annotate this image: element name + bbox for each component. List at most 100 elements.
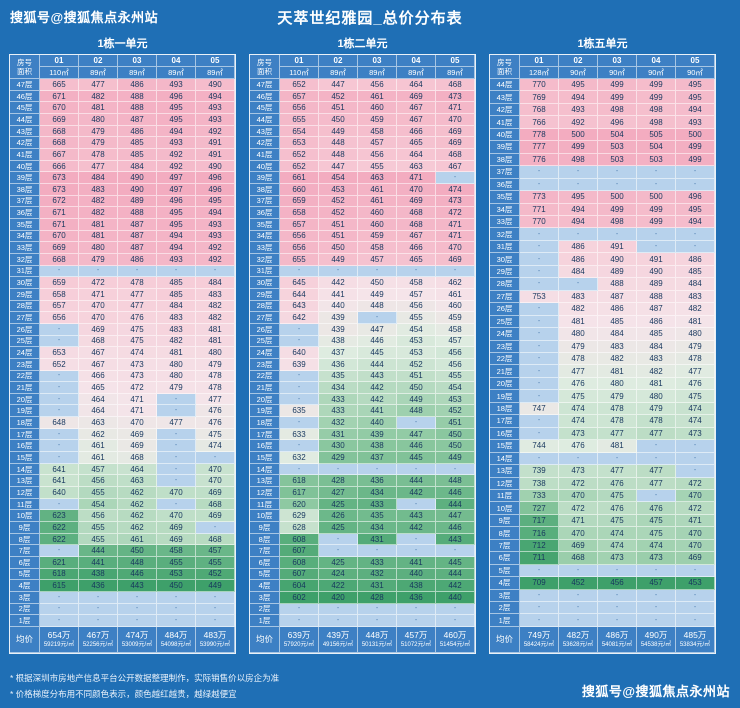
average-unit-price: 58424元/㎡ <box>523 641 555 648</box>
price-cell: 496 <box>598 116 637 129</box>
floor-row: 29层 644 441 449 457 461 <box>250 288 475 301</box>
price-cell: - <box>157 475 196 488</box>
price-cell: 480 <box>157 358 196 371</box>
price-cell: - <box>40 615 79 627</box>
floor-row: 43层 668 479 486 494 492 <box>10 125 235 138</box>
floor-label: 44层 <box>250 114 280 126</box>
price-cell: 462 <box>118 487 157 499</box>
floor-label: 7层 <box>10 545 40 557</box>
floor-label: 13层 <box>490 465 520 478</box>
price-cell: 453 <box>676 577 715 590</box>
room-number-header: 03 <box>598 55 637 67</box>
price-cell: 733 <box>520 489 559 503</box>
average-total-price: 654万 <box>47 629 71 640</box>
floor-label: 16层 <box>10 440 40 453</box>
corner-header: 房号 面积 <box>490 55 520 79</box>
price-cell: 476 <box>598 477 637 490</box>
floor-label: 7层 <box>490 539 520 553</box>
floor-row: 34层 656 451 459 467 471 <box>250 230 475 243</box>
price-cell: 617 <box>280 487 319 499</box>
price-cell: - <box>520 328 559 341</box>
price-cell: 451 <box>436 417 475 429</box>
price-cell: 464 <box>397 79 436 91</box>
price-cell: - <box>676 602 715 615</box>
area-label: 面积 <box>17 66 32 76</box>
floor-row: 45层 656 451 460 467 471 <box>250 102 475 115</box>
price-cell: 447 <box>358 323 397 336</box>
floor-label: 45层 <box>10 102 40 115</box>
floor-label: 11层 <box>490 489 520 503</box>
price-cell: 494 <box>157 230 196 243</box>
price-cell: 607 <box>280 545 319 557</box>
price-cell: 491 <box>196 149 235 161</box>
price-cell: 462 <box>436 277 475 289</box>
price-cell: 470 <box>79 300 118 313</box>
floor-label: 40层 <box>10 160 40 173</box>
floor-row: 2层 - - - - - <box>250 603 475 616</box>
price-cell: 488 <box>598 278 637 291</box>
floor-row: 3层 602 420 428 436 440 <box>250 591 475 604</box>
price-cell: 477 <box>598 427 637 441</box>
floor-row: 14层 641 457 464-470 <box>10 463 235 476</box>
price-cell: 476 <box>196 417 235 429</box>
floor-label: 38层 <box>250 184 280 196</box>
price-cell: 488 <box>637 290 676 304</box>
price-cell: - <box>118 615 157 627</box>
price-cell: 652 <box>280 149 319 161</box>
price-cell: 481 <box>676 315 715 329</box>
area-row: 110㎡ 89㎡ 89㎡ 89㎡ 89㎡ <box>40 67 235 80</box>
floor-row: 39层 661 454 463 471- <box>250 172 475 184</box>
price-cell: 461 <box>358 195 397 208</box>
price-cell: 484 <box>157 300 196 313</box>
price-cell: 499 <box>637 215 676 229</box>
price-cell: 738 <box>520 477 559 490</box>
floor-row: 8层 622 455 461 469 468 <box>10 533 235 546</box>
price-cell: 461 <box>358 184 397 196</box>
price-cell: 434 <box>358 487 397 499</box>
price-cell: 497 <box>157 184 196 196</box>
price-cell: 457 <box>196 545 235 557</box>
price-cell: 474 <box>637 539 676 553</box>
floor-row: 24层 -480 484 485 480 <box>490 328 715 341</box>
price-cell: 435 <box>358 510 397 523</box>
price-cell: 776 <box>520 153 559 167</box>
price-cell: 465 <box>397 137 436 150</box>
floor-label: 15层 <box>250 452 280 464</box>
floor-row: 20层 -464 471-477 <box>10 393 235 406</box>
price-cell: 465 <box>79 382 118 394</box>
price-cell: 444 <box>358 358 397 371</box>
price-cell: 753 <box>520 290 559 304</box>
floor-label: 9层 <box>250 522 280 534</box>
price-cell: - <box>40 323 79 336</box>
price-cell: 712 <box>520 539 559 553</box>
price-cell: - <box>637 166 676 179</box>
room-number-header: 04 <box>637 55 676 67</box>
price-cell: - <box>520 265 559 279</box>
floor-row: 3层 - - - - - <box>10 591 235 604</box>
unit-title: 1栋五单元 <box>577 38 628 50</box>
price-cell: 483 <box>598 340 637 353</box>
price-cell: 492 <box>196 242 235 254</box>
floor-row: 43层 654 449 458 466 469 <box>250 125 475 138</box>
price-cell: 629 <box>280 510 319 523</box>
floor-label: 34层 <box>10 230 40 243</box>
price-cell: 452 <box>397 358 436 371</box>
price-cell: - <box>520 240 559 254</box>
price-cell: 656 <box>280 242 319 254</box>
floor-row: 36层 658 452 460 468 472 <box>250 207 475 219</box>
price-cell: - <box>397 417 436 429</box>
floor-row: 16层 -430 438 446 450 <box>250 440 475 453</box>
floor-label: 15层 <box>490 440 520 453</box>
floor-label: 25层 <box>10 335 40 348</box>
price-cell: - <box>196 452 235 464</box>
price-cell: - <box>79 603 118 616</box>
price-cell: 442 <box>397 487 436 499</box>
price-cell: - <box>520 253 559 266</box>
price-cell: 458 <box>358 242 397 254</box>
price-cell: 448 <box>397 405 436 418</box>
price-cell: 470 <box>559 527 598 540</box>
average-price-cell: 485万 53834元/㎡ <box>676 626 715 653</box>
price-cell: 459 <box>358 114 397 126</box>
price-cell: 499 <box>598 203 637 216</box>
price-cell: 494 <box>196 207 235 219</box>
